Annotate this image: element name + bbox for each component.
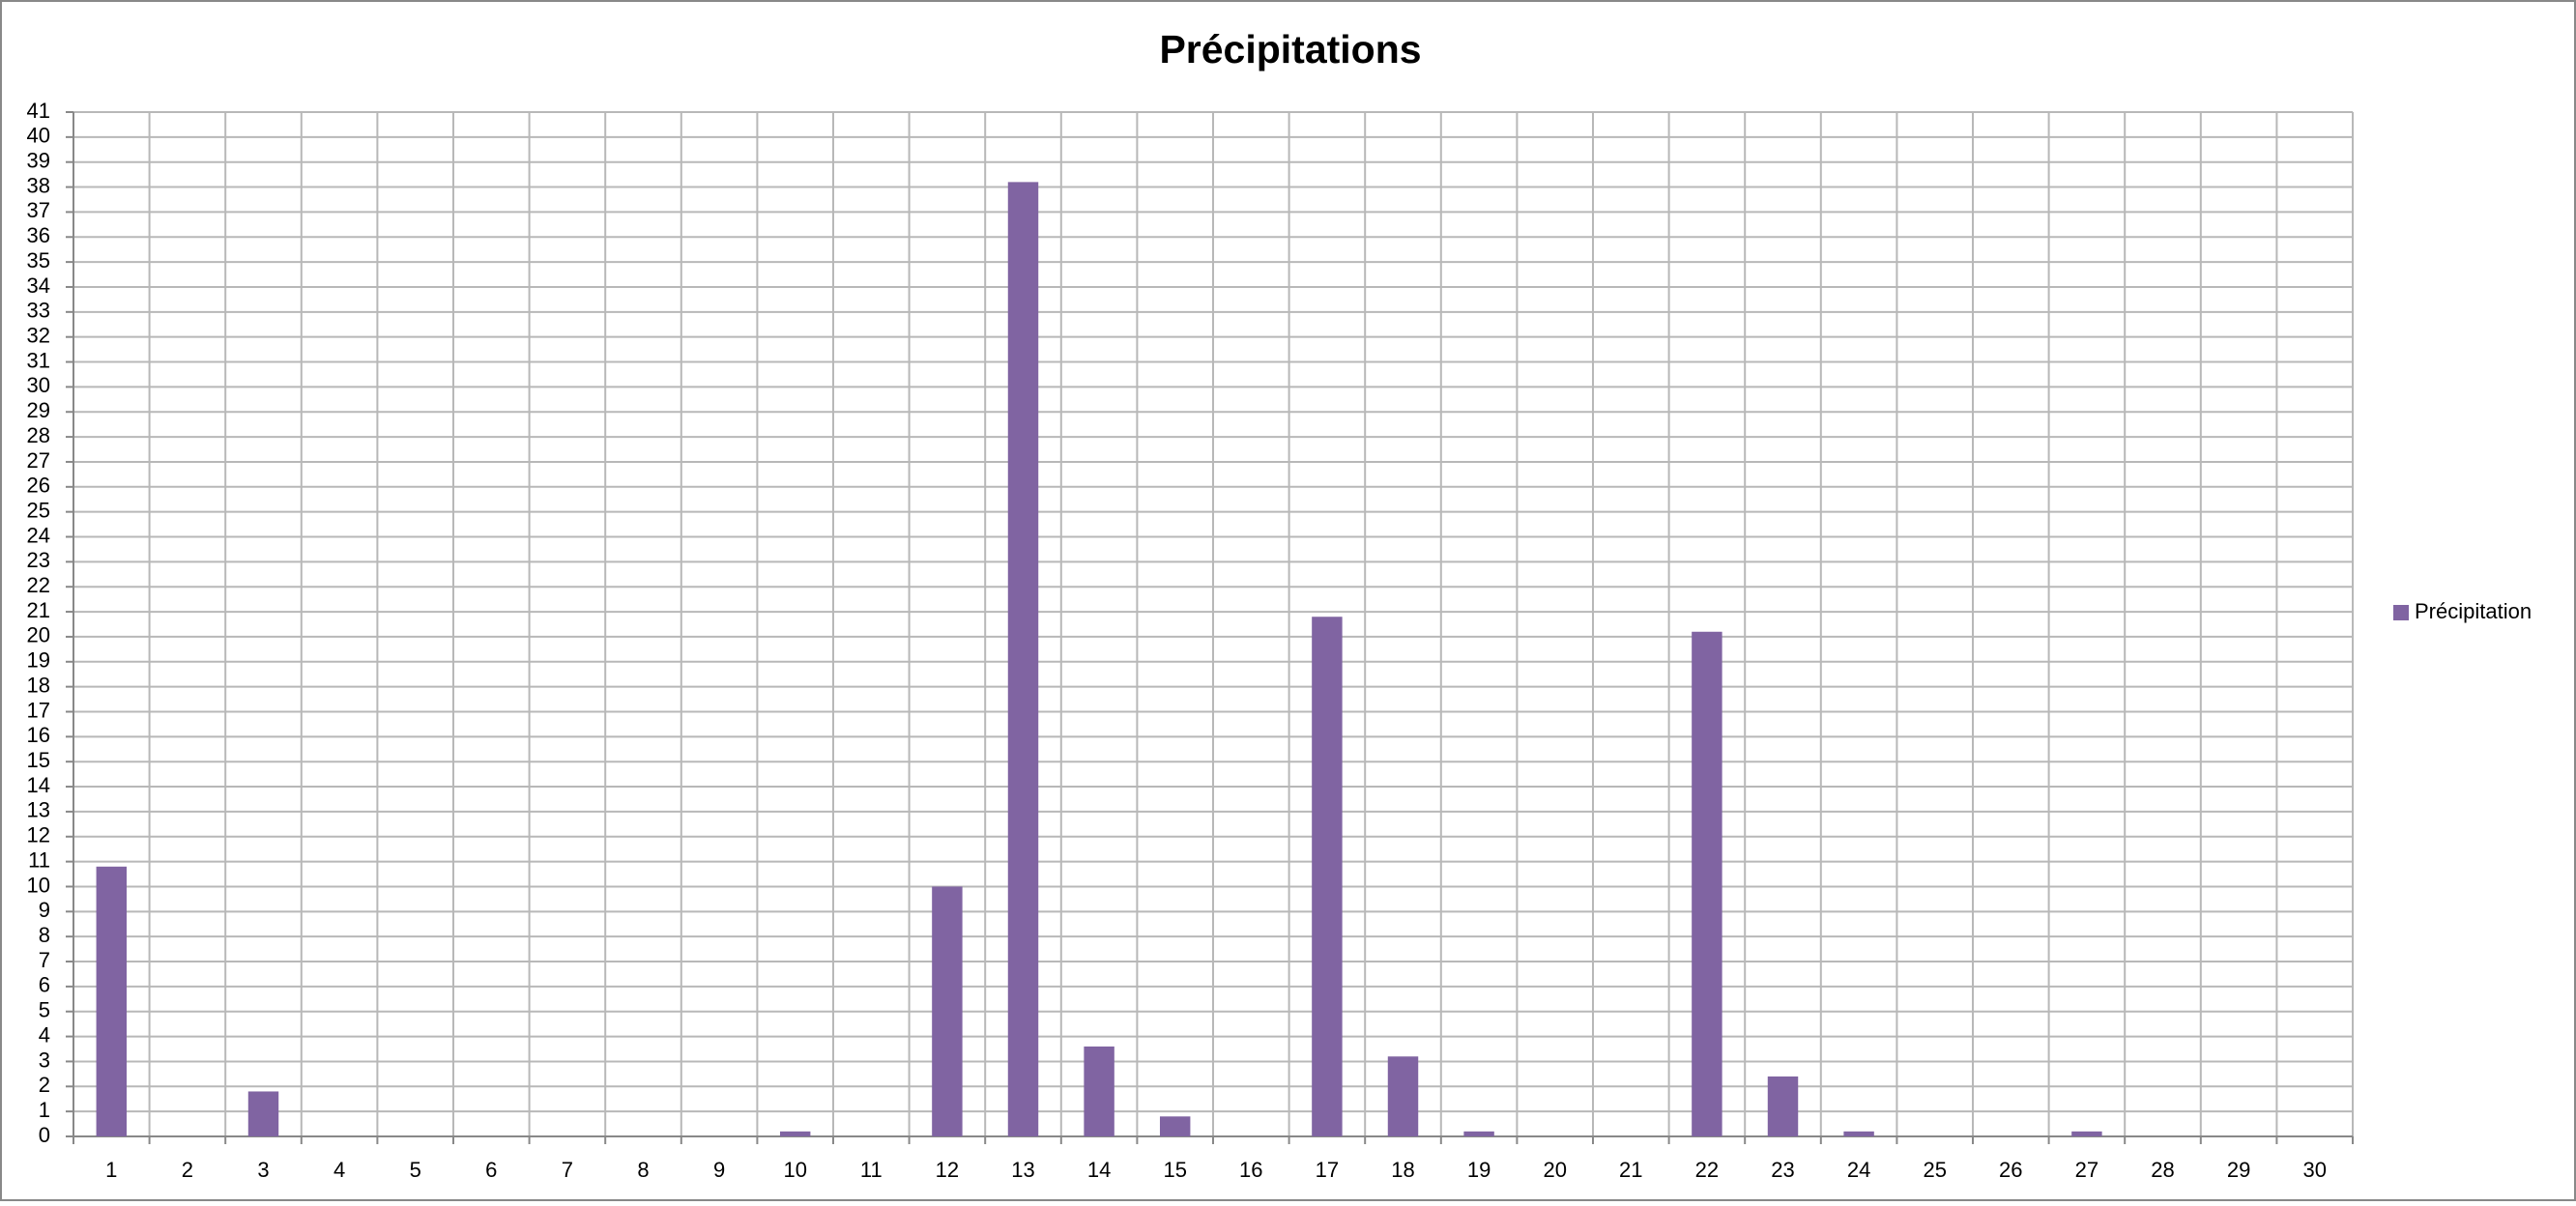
- bar: [2071, 1131, 2102, 1136]
- y-tick-label: 16: [27, 723, 50, 747]
- y-tick-label: 5: [39, 998, 50, 1022]
- y-tick-label: 21: [27, 598, 50, 622]
- y-tick-label: 37: [27, 198, 50, 222]
- y-tick-label: 25: [27, 498, 50, 522]
- y-tick-label: 11: [28, 847, 50, 872]
- y-tick-label: 13: [27, 798, 50, 822]
- y-tick-label: 41: [27, 99, 50, 123]
- x-tick-label: 4: [333, 1158, 345, 1182]
- x-tick-label: 3: [257, 1158, 269, 1182]
- y-tick-label: 40: [27, 124, 50, 148]
- y-tick-label: 38: [27, 173, 50, 197]
- x-tick-label: 16: [1239, 1158, 1262, 1182]
- x-tick-label: 6: [485, 1158, 497, 1182]
- x-tick-label: 5: [410, 1158, 421, 1182]
- x-tick-label: 13: [1011, 1158, 1034, 1182]
- y-tick-label: 18: [27, 673, 50, 697]
- x-tick-label: 11: [860, 1158, 883, 1182]
- y-tick-label: 32: [27, 323, 50, 347]
- bar: [1463, 1131, 1494, 1136]
- x-tick-label: 17: [1316, 1158, 1339, 1182]
- bar: [247, 1091, 279, 1136]
- bar: [932, 886, 963, 1136]
- y-tick-label: 0: [39, 1123, 50, 1147]
- y-tick-label: 22: [27, 573, 50, 597]
- x-tick-label: 22: [1695, 1158, 1719, 1182]
- x-tick-label: 9: [713, 1158, 725, 1182]
- y-tick-label: 20: [27, 623, 50, 647]
- y-tick-label: 23: [27, 548, 50, 572]
- y-tick-label: 15: [27, 748, 50, 772]
- x-tick-label: 26: [1999, 1158, 2022, 1182]
- y-tick-label: 3: [39, 1048, 50, 1072]
- y-tick-label: 14: [27, 773, 50, 797]
- bar: [1084, 1046, 1114, 1136]
- y-tick-label: 28: [27, 423, 50, 447]
- y-tick-label: 7: [39, 948, 50, 972]
- y-tick-label: 33: [27, 299, 50, 323]
- x-tick-label: 12: [936, 1158, 959, 1182]
- y-tick-label: 35: [27, 248, 50, 273]
- y-tick-label: 30: [27, 373, 50, 397]
- y-tick-label: 9: [39, 898, 50, 922]
- x-tick-label: 10: [783, 1158, 806, 1182]
- x-tick-label: 2: [182, 1158, 193, 1182]
- bar: [1843, 1131, 1874, 1136]
- bar: [96, 866, 128, 1136]
- y-tick-label: 27: [27, 448, 50, 473]
- x-tick-label: 27: [2075, 1158, 2098, 1182]
- chart-title: Précipitations: [1159, 27, 1421, 72]
- y-tick-label: 10: [27, 873, 50, 897]
- legend-label: Précipitation: [2415, 599, 2532, 623]
- x-tick-label: 23: [1771, 1158, 1794, 1182]
- bar: [1767, 1076, 1799, 1136]
- x-tick-label: 14: [1087, 1158, 1111, 1182]
- x-tick-label: 18: [1391, 1158, 1414, 1182]
- y-tick-label: 12: [27, 823, 50, 847]
- y-tick-label: 2: [39, 1073, 50, 1097]
- y-tick-label: 6: [39, 973, 50, 997]
- x-tick-label: 8: [637, 1158, 649, 1182]
- x-tick-label: 19: [1467, 1158, 1491, 1182]
- x-tick-label: 1: [105, 1158, 117, 1182]
- y-tick-label: 19: [27, 648, 50, 673]
- x-tick-label: 30: [2302, 1158, 2326, 1182]
- x-tick-label: 21: [1619, 1158, 1642, 1182]
- x-tick-label: 7: [562, 1158, 573, 1182]
- bar: [779, 1131, 811, 1136]
- x-tick-label: 25: [1923, 1158, 1946, 1182]
- y-tick-label: 4: [39, 1022, 50, 1047]
- x-tick-label: 29: [2227, 1158, 2250, 1182]
- bar: [1159, 1116, 1191, 1136]
- y-tick-label: 29: [27, 398, 50, 422]
- x-tick-label: 20: [1543, 1158, 1566, 1182]
- y-tick-label: 24: [27, 523, 50, 547]
- y-tick-label: 34: [27, 273, 50, 298]
- y-tick-label: 1: [39, 1098, 50, 1122]
- y-tick-label: 8: [39, 923, 50, 947]
- y-tick-label: 26: [27, 474, 50, 498]
- bar: [1387, 1056, 1419, 1136]
- y-tick-label: 39: [27, 149, 50, 173]
- bar: [1312, 617, 1343, 1136]
- legend-swatch: [2393, 605, 2409, 620]
- x-tick-label: 15: [1163, 1158, 1186, 1182]
- x-tick-label: 24: [1847, 1158, 1870, 1182]
- x-tick-label: 28: [2151, 1158, 2174, 1182]
- y-tick-label: 17: [27, 698, 50, 722]
- y-tick-label: 36: [27, 223, 50, 247]
- y-tick-label: 31: [27, 348, 50, 372]
- bar: [1692, 631, 1722, 1136]
- bar: [1007, 182, 1039, 1136]
